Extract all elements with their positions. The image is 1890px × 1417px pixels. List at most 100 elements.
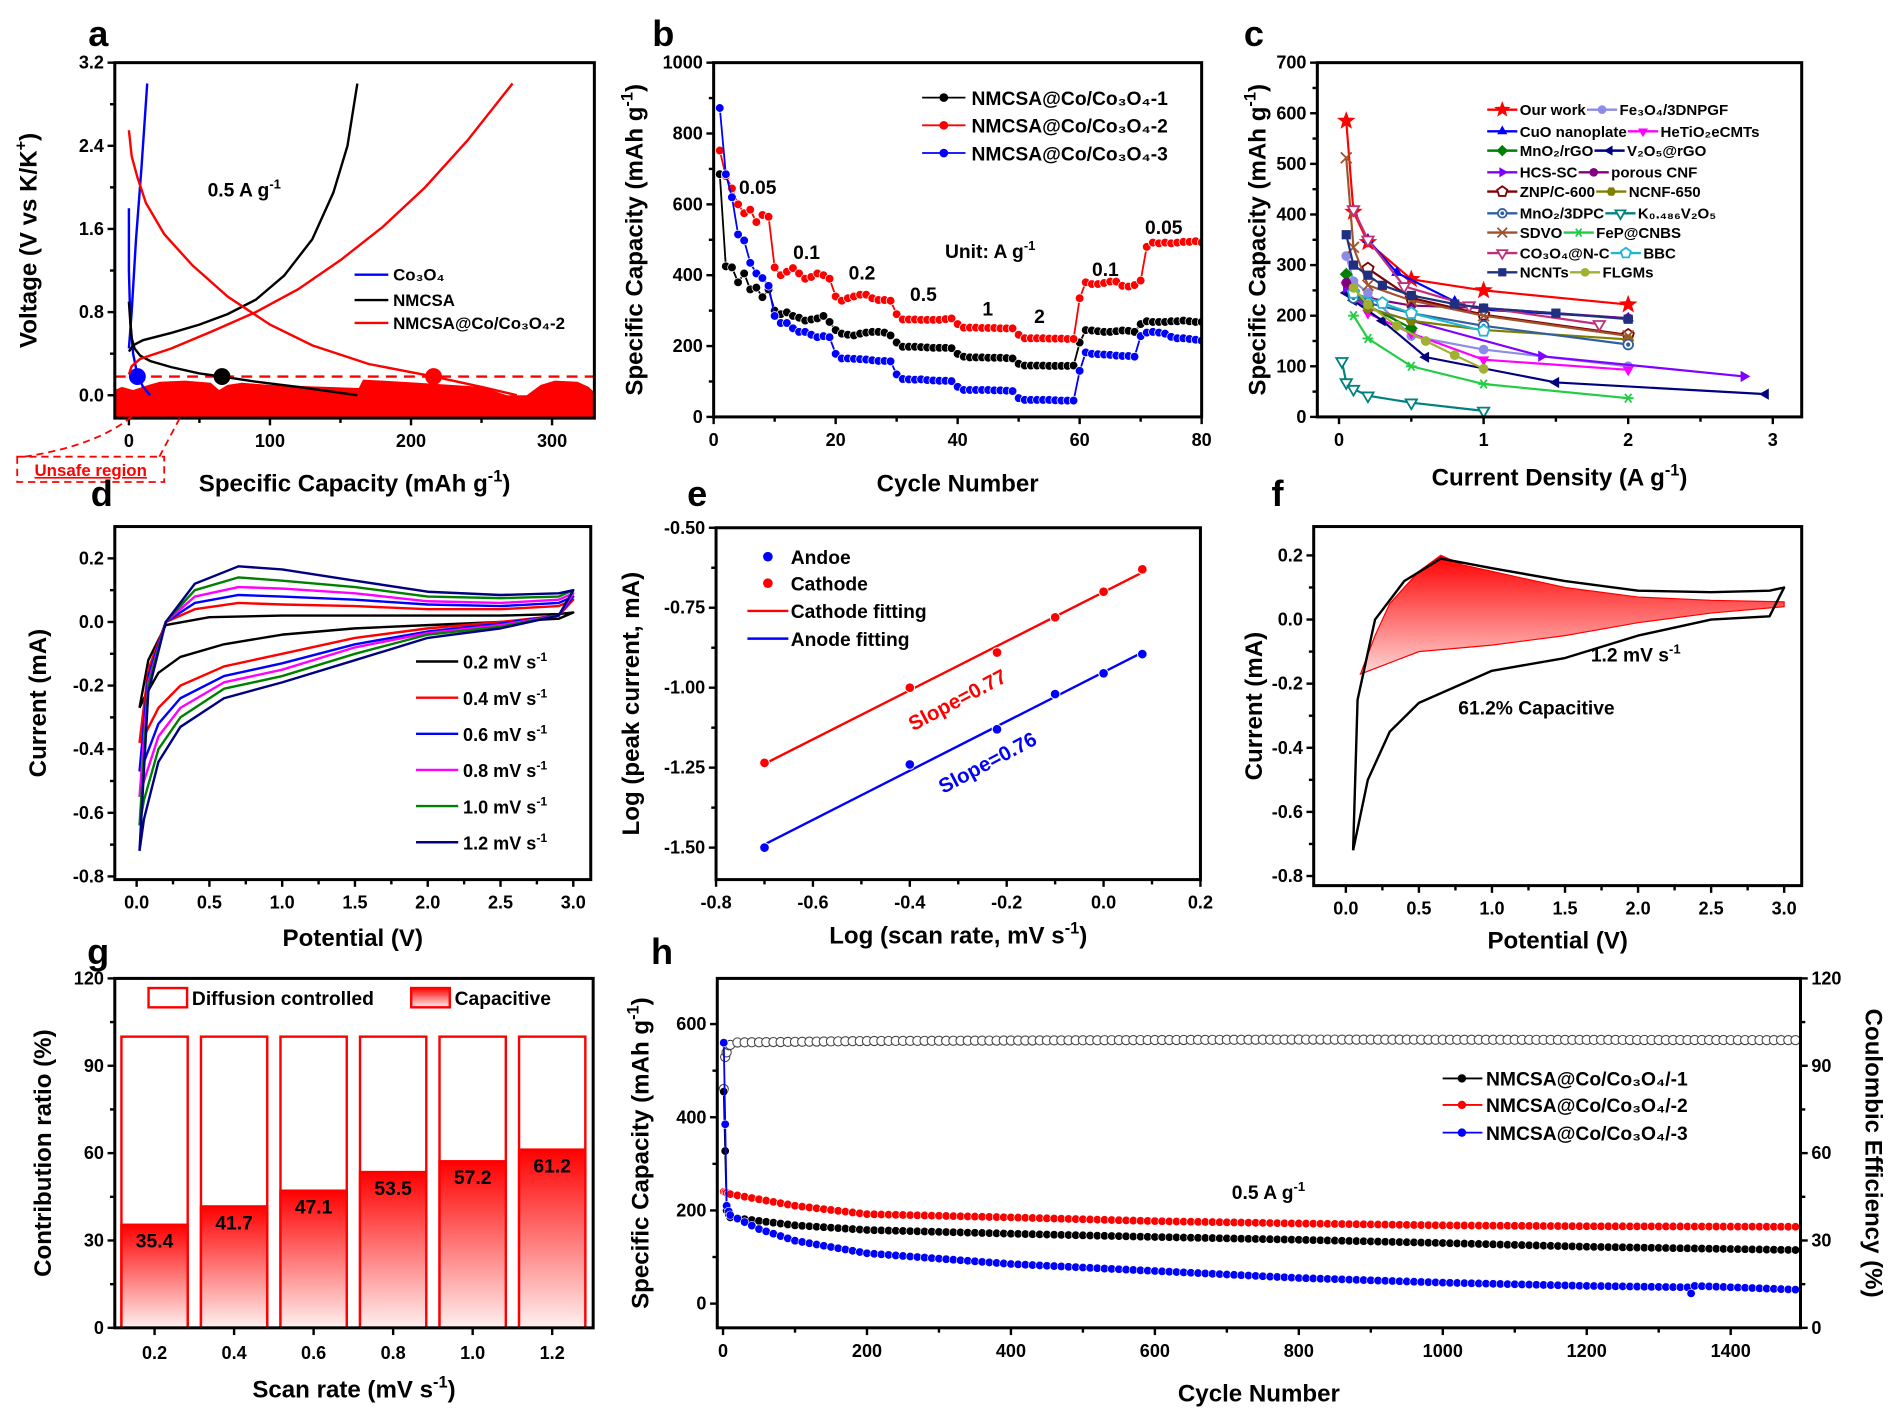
scan-rate-annotation-part: 1.2 mV s: [1591, 646, 1669, 667]
legend-label-part: NMCSA@Co/Co₃O₄-2: [393, 314, 565, 333]
marker-triangle-down-open: [1360, 391, 1376, 405]
legend-label-part: MnO₂/rGO: [1520, 143, 1594, 160]
data-point: [1007, 386, 1018, 396]
data-point: [751, 217, 762, 227]
y-axis-label-part: ): [622, 84, 649, 92]
rate-label-part: 0.05: [1145, 218, 1183, 239]
y-tick-label-part: 200: [673, 336, 703, 356]
marker-triangle-down-open: [1613, 209, 1627, 221]
panel-letter-part: a: [88, 13, 109, 54]
right-y-tick-label-part: 0: [1811, 1318, 1821, 1338]
marker-square: [1363, 270, 1373, 280]
x-tick-label-part: 3.0: [561, 893, 586, 913]
data-point: [1068, 360, 1079, 371]
y-tick-label-part: -0.4: [73, 739, 104, 759]
y-tick-label: 400: [676, 1107, 706, 1127]
x-axis-label-part: Log (scan rate, mV s: [829, 922, 1065, 949]
x-axis-label: Specific Capacity (mAh g-1): [199, 467, 511, 497]
legend-label: FeP@CNBS: [1596, 225, 1681, 242]
x-tick-label: 1.0: [270, 893, 295, 913]
right-y-tick-label: 60: [1811, 1143, 1831, 1163]
y-axis-label-part: -1: [1241, 92, 1259, 107]
legend-label-part: V₂O₅@rGO: [1627, 143, 1707, 160]
series-line: [1345, 157, 1629, 338]
y-axis-label: Specific Capacity (mAh g-1): [624, 997, 654, 1309]
rate-label-part: 0.05: [739, 178, 777, 199]
x-tick-label: 1.2: [540, 1343, 565, 1363]
marker-triangle-right: [1538, 350, 1548, 362]
legend-label: 1.0 mV s-1: [463, 795, 547, 818]
data-point: [759, 842, 770, 853]
marker-square: [1406, 290, 1416, 301]
data-point: [740, 1217, 750, 1227]
legend-label: 1.2 mV s-1: [463, 831, 547, 854]
legend-label-part: 1.2 mV s: [463, 833, 536, 853]
callout-leader: [24, 415, 134, 458]
x-tick-label: 400: [996, 1341, 1026, 1361]
y-axis-label-part: Specific Capacity (mAh g: [622, 107, 649, 396]
legend-label: NMCSA@Co/Co₃O₄-3: [972, 144, 1169, 165]
marker-circle-dot: [1622, 338, 1634, 351]
panel-c: 0 1 2 3 0 100 200 300 400 500 600 700 Current Densit…: [1241, 13, 1804, 492]
y-tick-label-part: 1000: [663, 53, 703, 73]
panel-g: 0 30 60 90 120 Scan rate (mV s-1) Contribution…: [30, 931, 595, 1404]
marker-circle: [1449, 350, 1460, 361]
legend-label-part: Cathode fitting: [791, 602, 927, 623]
data-point: [1790, 1222, 1800, 1232]
plot-frame: [1315, 61, 1804, 419]
y-axis-label: Specific Capacity (mAh g-1): [1241, 84, 1271, 396]
rate-annotation-part: 0.5 A g: [208, 180, 270, 201]
marker-circle: [1597, 105, 1607, 114]
marker-star: [1336, 111, 1356, 129]
marker-square: [1478, 303, 1489, 313]
y-axis-label-part: ): [628, 997, 655, 1005]
rate-label: 0.2: [849, 264, 876, 285]
y-tick-label: 0: [94, 1318, 104, 1338]
x-tick-label-part: 800: [1284, 1341, 1314, 1361]
right-y-tick-label-part: 120: [1811, 968, 1841, 988]
legend-label-part: Co₃O₄: [393, 266, 444, 285]
data-point: [763, 212, 774, 222]
plot-frame: [712, 61, 1204, 419]
marker-x: [1340, 151, 1353, 164]
legend-marker: [763, 551, 773, 562]
x-tick-label-part: 0: [1334, 430, 1344, 450]
x-axis-label-part: Specific Capacity (mAh g: [199, 471, 488, 498]
legend-label: NMCSA@Co/Co₃O₄-1: [972, 89, 1169, 110]
right-y-tick-label-part: 90: [1811, 1056, 1831, 1076]
data-point: [1007, 323, 1018, 334]
x-tick-label: 1: [1479, 430, 1489, 450]
rate-label: 0.1: [1092, 260, 1119, 281]
y-tick-label: -0.50: [664, 518, 705, 538]
x-axis-label-part: -1: [1665, 461, 1680, 479]
y-tick-label-part: -0.6: [1272, 802, 1303, 822]
series-line: [1353, 291, 1484, 332]
y-tick-label: 400: [673, 265, 703, 285]
cv-curve: [138, 598, 575, 744]
callout-box: [16, 455, 166, 483]
x-axis-label-part: Scan rate (mV s: [252, 1377, 433, 1404]
y-axis-label-part: Specific Capacity (mAh g: [628, 1020, 655, 1309]
plot-area: [138, 565, 575, 852]
legend-label: Capacitive: [455, 989, 552, 1010]
marker-triangle-down-open: [1495, 249, 1509, 261]
x-tick-label: 3: [1768, 430, 1778, 450]
panel-e: -0.8 -0.6 -0.4 -0.2 0.0 0.2 -1.50 -1.25 -1.00 -0.…: [618, 473, 1213, 949]
legend-label: Diffusion controlled: [192, 989, 374, 1010]
data-point: [904, 682, 916, 693]
x-tick-label: 3.0: [561, 893, 586, 913]
x-axis-label-part: -1: [488, 467, 503, 485]
legend-label: NMCSA: [393, 291, 455, 310]
y-tick-label: -0.6: [1272, 802, 1303, 822]
x-tick-label-part: 1200: [1567, 1341, 1607, 1361]
marker-asterisk: [1622, 393, 1634, 404]
x-tick-label-part: 400: [996, 1341, 1026, 1361]
legend-label: porous CNF: [1611, 165, 1697, 182]
data-point: [721, 169, 731, 179]
x-tick-label: 100: [255, 431, 285, 451]
bar-value-label-part: 41.7: [215, 1213, 253, 1234]
marker-triangle-down-open: [1346, 384, 1361, 398]
bar-value-label: 57.2: [454, 1168, 492, 1189]
y-tick-label: -0.8: [1272, 866, 1303, 886]
data-point: [1137, 564, 1148, 575]
